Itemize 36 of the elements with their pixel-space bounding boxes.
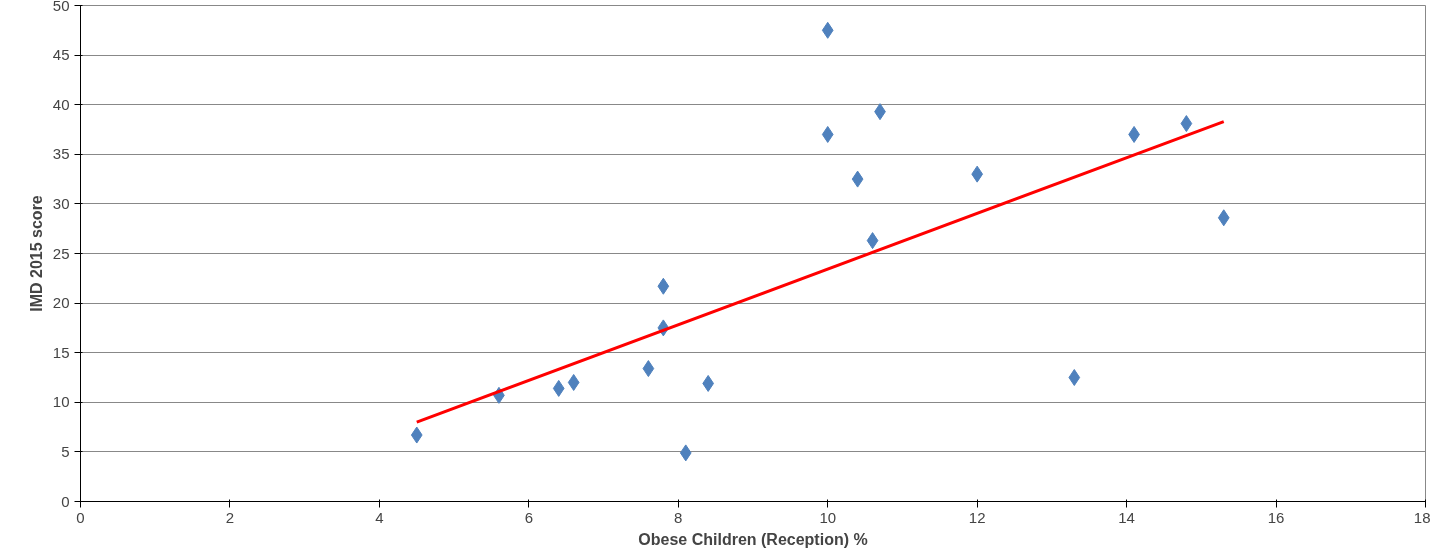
point — [567, 373, 580, 391]
x-tick-label: 2 — [225, 508, 235, 526]
x-tick-label: 12 — [968, 508, 986, 526]
y-tick-label: 40 — [52, 95, 70, 113]
point — [866, 232, 879, 250]
y-tick-label: 25 — [52, 244, 70, 262]
y-tick-label: 5 — [61, 442, 70, 460]
point — [821, 125, 834, 143]
y-axis-title: IMD 2015 score — [27, 195, 45, 312]
point — [821, 21, 834, 39]
y-tick-label: 35 — [52, 145, 70, 163]
point — [642, 360, 655, 378]
point — [552, 379, 565, 397]
y-tick-label: 20 — [52, 294, 70, 312]
x-tick-label: 16 — [1267, 508, 1285, 526]
point — [657, 277, 670, 295]
point — [1068, 369, 1081, 386]
point — [679, 444, 692, 462]
y-tick-label: 0 — [61, 492, 70, 510]
point — [1217, 209, 1230, 227]
x-tick-label: 0 — [76, 508, 85, 526]
x-tick-label: 4 — [375, 508, 384, 526]
x-tick-label: 8 — [674, 508, 683, 526]
point — [851, 170, 864, 188]
point — [410, 426, 423, 444]
x-tick-label: 10 — [819, 508, 837, 526]
x-axis-title: Obese Children (Reception) % — [638, 530, 868, 548]
x-tick-label: 6 — [524, 508, 534, 526]
x-tick-label: 18 — [1413, 508, 1431, 526]
y-tick-label: 50 — [52, 0, 70, 14]
y-tick-label: 10 — [52, 393, 70, 411]
y-tick-label: 45 — [52, 46, 70, 64]
y-tick-label: 30 — [52, 194, 70, 212]
y-tick-label: 15 — [52, 343, 70, 361]
point — [1180, 115, 1193, 133]
x-tick-label: 14 — [1118, 508, 1135, 526]
